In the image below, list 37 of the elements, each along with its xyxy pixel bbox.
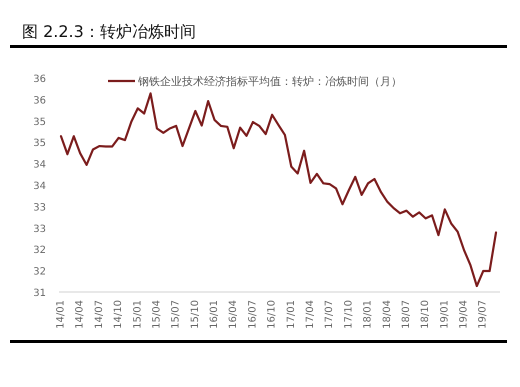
x-tick-label: 19/07 [478,300,489,329]
y-tick-label: 35 [33,116,46,128]
x-tick-label: 17/04 [304,300,316,329]
x-tick-label: 18/01 [362,300,374,329]
x-tick-label: 16/07 [247,300,258,329]
y-tick-label: 34 [33,181,46,192]
y-tick-label: 32 [33,266,46,278]
x-tick-label: 14/04 [74,300,86,329]
y-tick-label: 31 [33,288,46,299]
y-tick-label: 36 [33,74,46,85]
y-tick-label: 35 [33,138,46,150]
x-tick-label: 14/07 [94,300,105,329]
legend-label: 钢铁企业技术经济指标平均值：转炉：冶炼时间（月） [137,75,402,88]
x-tick-label: 16/10 [266,300,278,329]
x-tick-label: 15/07 [170,300,182,329]
x-tick-label: 18/07 [400,300,412,329]
line-series [60,92,498,288]
x-tick-label: 15/10 [190,300,201,329]
x-tick-label: 16/04 [228,300,240,329]
x-tick-label: 19/01 [439,300,450,329]
y-tick-label: 32 [33,245,46,256]
x-tick-label: 14/01 [56,300,66,329]
y-tick-label: 36 [33,95,46,106]
y-tick-label: 33 [33,224,46,235]
x-tick-label: 18/10 [420,300,432,329]
x-tick-label: 17/07 [324,300,336,329]
y-tick-label: 34 [33,160,46,171]
y-tick-label: 33 [33,202,46,214]
x-tick-label: 15/01 [132,300,144,329]
x-tick-label: 16/01 [209,300,220,329]
chart-title: 图 2.2.3：转炉冶炼时间 [22,22,196,41]
x-tick-label: 19/04 [458,300,470,329]
x-tick-label: 18/04 [382,300,393,329]
x-tick-label: 14/10 [113,300,124,329]
x-tick-label: 17/01 [286,300,297,329]
x-tick-label: 17/10 [343,300,354,329]
x-tick-label: 15/04 [151,300,162,329]
